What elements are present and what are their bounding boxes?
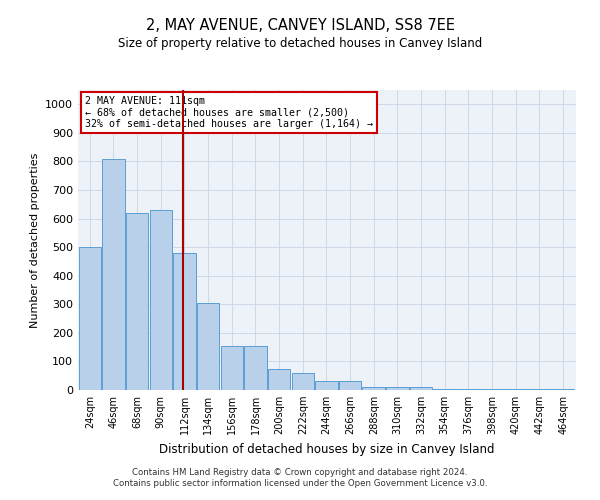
Bar [244, 346, 267, 390]
Bar [197, 303, 220, 390]
Bar [481, 388, 503, 390]
Bar [268, 368, 290, 390]
Text: Contains HM Land Registry data © Crown copyright and database right 2024.
Contai: Contains HM Land Registry data © Crown c… [113, 468, 487, 487]
Bar [552, 388, 574, 390]
Y-axis label: Number of detached properties: Number of detached properties [29, 152, 40, 328]
Text: 2, MAY AVENUE, CANVEY ISLAND, SS8 7EE: 2, MAY AVENUE, CANVEY ISLAND, SS8 7EE [146, 18, 455, 32]
Bar [79, 247, 101, 390]
Bar [339, 382, 361, 390]
Bar [173, 253, 196, 390]
Bar [386, 387, 409, 390]
Bar [505, 388, 527, 390]
Bar [149, 210, 172, 390]
Bar [292, 373, 314, 390]
Bar [126, 213, 148, 390]
Bar [221, 346, 243, 390]
Text: Size of property relative to detached houses in Canvey Island: Size of property relative to detached ho… [118, 38, 482, 51]
Bar [528, 388, 551, 390]
Bar [315, 382, 338, 390]
X-axis label: Distribution of detached houses by size in Canvey Island: Distribution of detached houses by size … [159, 442, 495, 456]
Bar [433, 388, 456, 390]
Text: 2 MAY AVENUE: 111sqm
← 68% of detached houses are smaller (2,500)
32% of semi-de: 2 MAY AVENUE: 111sqm ← 68% of detached h… [85, 96, 373, 129]
Bar [457, 388, 480, 390]
Bar [362, 387, 385, 390]
Bar [102, 158, 125, 390]
Bar [410, 387, 433, 390]
